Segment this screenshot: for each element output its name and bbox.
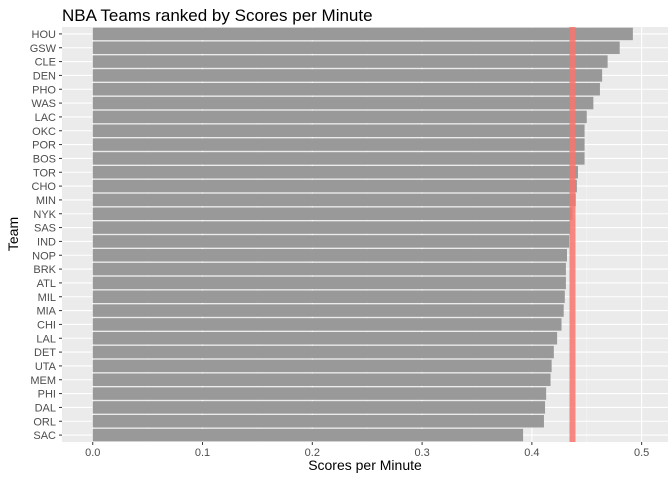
bar-lal bbox=[92, 332, 558, 345]
y-tick-label: NOP bbox=[32, 250, 56, 262]
y-tick-label: LAL bbox=[36, 333, 56, 345]
minor-gridlines bbox=[147, 27, 588, 442]
bar-hou bbox=[92, 27, 633, 41]
bar-por bbox=[92, 138, 585, 151]
y-tick-label: ATL bbox=[37, 278, 56, 290]
x-axis-title: Scores per Minute bbox=[308, 457, 422, 473]
bar-cho bbox=[92, 179, 577, 193]
bar-mil bbox=[92, 290, 565, 303]
x-tick-label: 0.2 bbox=[305, 447, 320, 459]
y-tick-label: LAC bbox=[35, 112, 56, 124]
y-tick-label: SAS bbox=[34, 223, 56, 235]
y-tick-label: DEN bbox=[33, 70, 56, 82]
y-tick-label: MIL bbox=[38, 292, 56, 304]
y-tick-label: HOU bbox=[32, 29, 57, 41]
bar-chi bbox=[92, 318, 562, 331]
y-tick-label: PHI bbox=[38, 389, 56, 401]
x-axis: 0.0 0.1 0.2 0.3 0.4 0.5 bbox=[85, 442, 649, 459]
x-tick-label: 0.5 bbox=[634, 447, 649, 459]
bar-det bbox=[92, 345, 554, 359]
y-tick-label: IND bbox=[37, 236, 56, 248]
bar-mem bbox=[92, 373, 551, 386]
y-tick-label: PHO bbox=[32, 84, 56, 96]
y-tick-label: WAS bbox=[31, 98, 56, 110]
bar-ind bbox=[92, 235, 570, 248]
chart-title: NBA Teams ranked by Scores per Minute bbox=[62, 6, 373, 25]
y-tick-label: NYK bbox=[33, 209, 56, 221]
bar-cle bbox=[92, 55, 608, 68]
y-tick-label: GSW bbox=[30, 43, 57, 55]
bar-atl bbox=[92, 276, 566, 290]
bar-sas bbox=[92, 221, 571, 234]
panel-background bbox=[62, 27, 668, 442]
bar-tor bbox=[92, 166, 578, 179]
bar-okc bbox=[92, 124, 585, 137]
bar-lac bbox=[92, 110, 587, 124]
bar-nop bbox=[92, 249, 567, 262]
bar-sac bbox=[92, 428, 524, 442]
y-tick-label: CHI bbox=[37, 319, 56, 331]
y-tick-label: UTA bbox=[35, 361, 57, 373]
y-tick-label: SAC bbox=[33, 430, 56, 442]
y-tick-label: BOS bbox=[33, 153, 56, 165]
x-tick-label: 0.0 bbox=[85, 447, 100, 459]
x-tick-label: 0.4 bbox=[524, 447, 539, 459]
y-tick-label: OKC bbox=[32, 126, 56, 138]
bar-pho bbox=[92, 83, 600, 96]
bar-was bbox=[92, 96, 594, 110]
bar-phi bbox=[92, 387, 547, 400]
y-tick-label: POR bbox=[32, 140, 56, 152]
bar-uta bbox=[92, 359, 552, 373]
y-tick-label: BRK bbox=[33, 264, 56, 276]
bar-min bbox=[92, 193, 576, 207]
bar-dal bbox=[92, 401, 546, 414]
y-tick-label: MIN bbox=[36, 195, 56, 207]
y-tick-label: TOR bbox=[33, 167, 56, 179]
bar-brk bbox=[92, 262, 566, 276]
x-tick-label: 0.3 bbox=[414, 447, 429, 459]
bar-mia bbox=[92, 304, 564, 317]
y-tick-label: DAL bbox=[35, 402, 56, 414]
y-axis-title: Team bbox=[5, 217, 21, 251]
bar-bos bbox=[92, 152, 585, 165]
y-tick-label: CLE bbox=[35, 57, 56, 69]
y-tick-label: MEM bbox=[30, 375, 56, 387]
bar-orl bbox=[92, 415, 544, 428]
bar-den bbox=[92, 69, 603, 82]
y-tick-label: ORL bbox=[33, 416, 56, 428]
x-tick-label: 0.1 bbox=[195, 447, 210, 459]
y-tick-label: DET bbox=[34, 347, 56, 359]
bar-gsw bbox=[92, 41, 620, 54]
y-tick-label: CHO bbox=[32, 181, 57, 193]
y-tick-label: MIA bbox=[36, 306, 56, 318]
bars bbox=[92, 27, 633, 442]
bar-nyk bbox=[92, 207, 573, 220]
